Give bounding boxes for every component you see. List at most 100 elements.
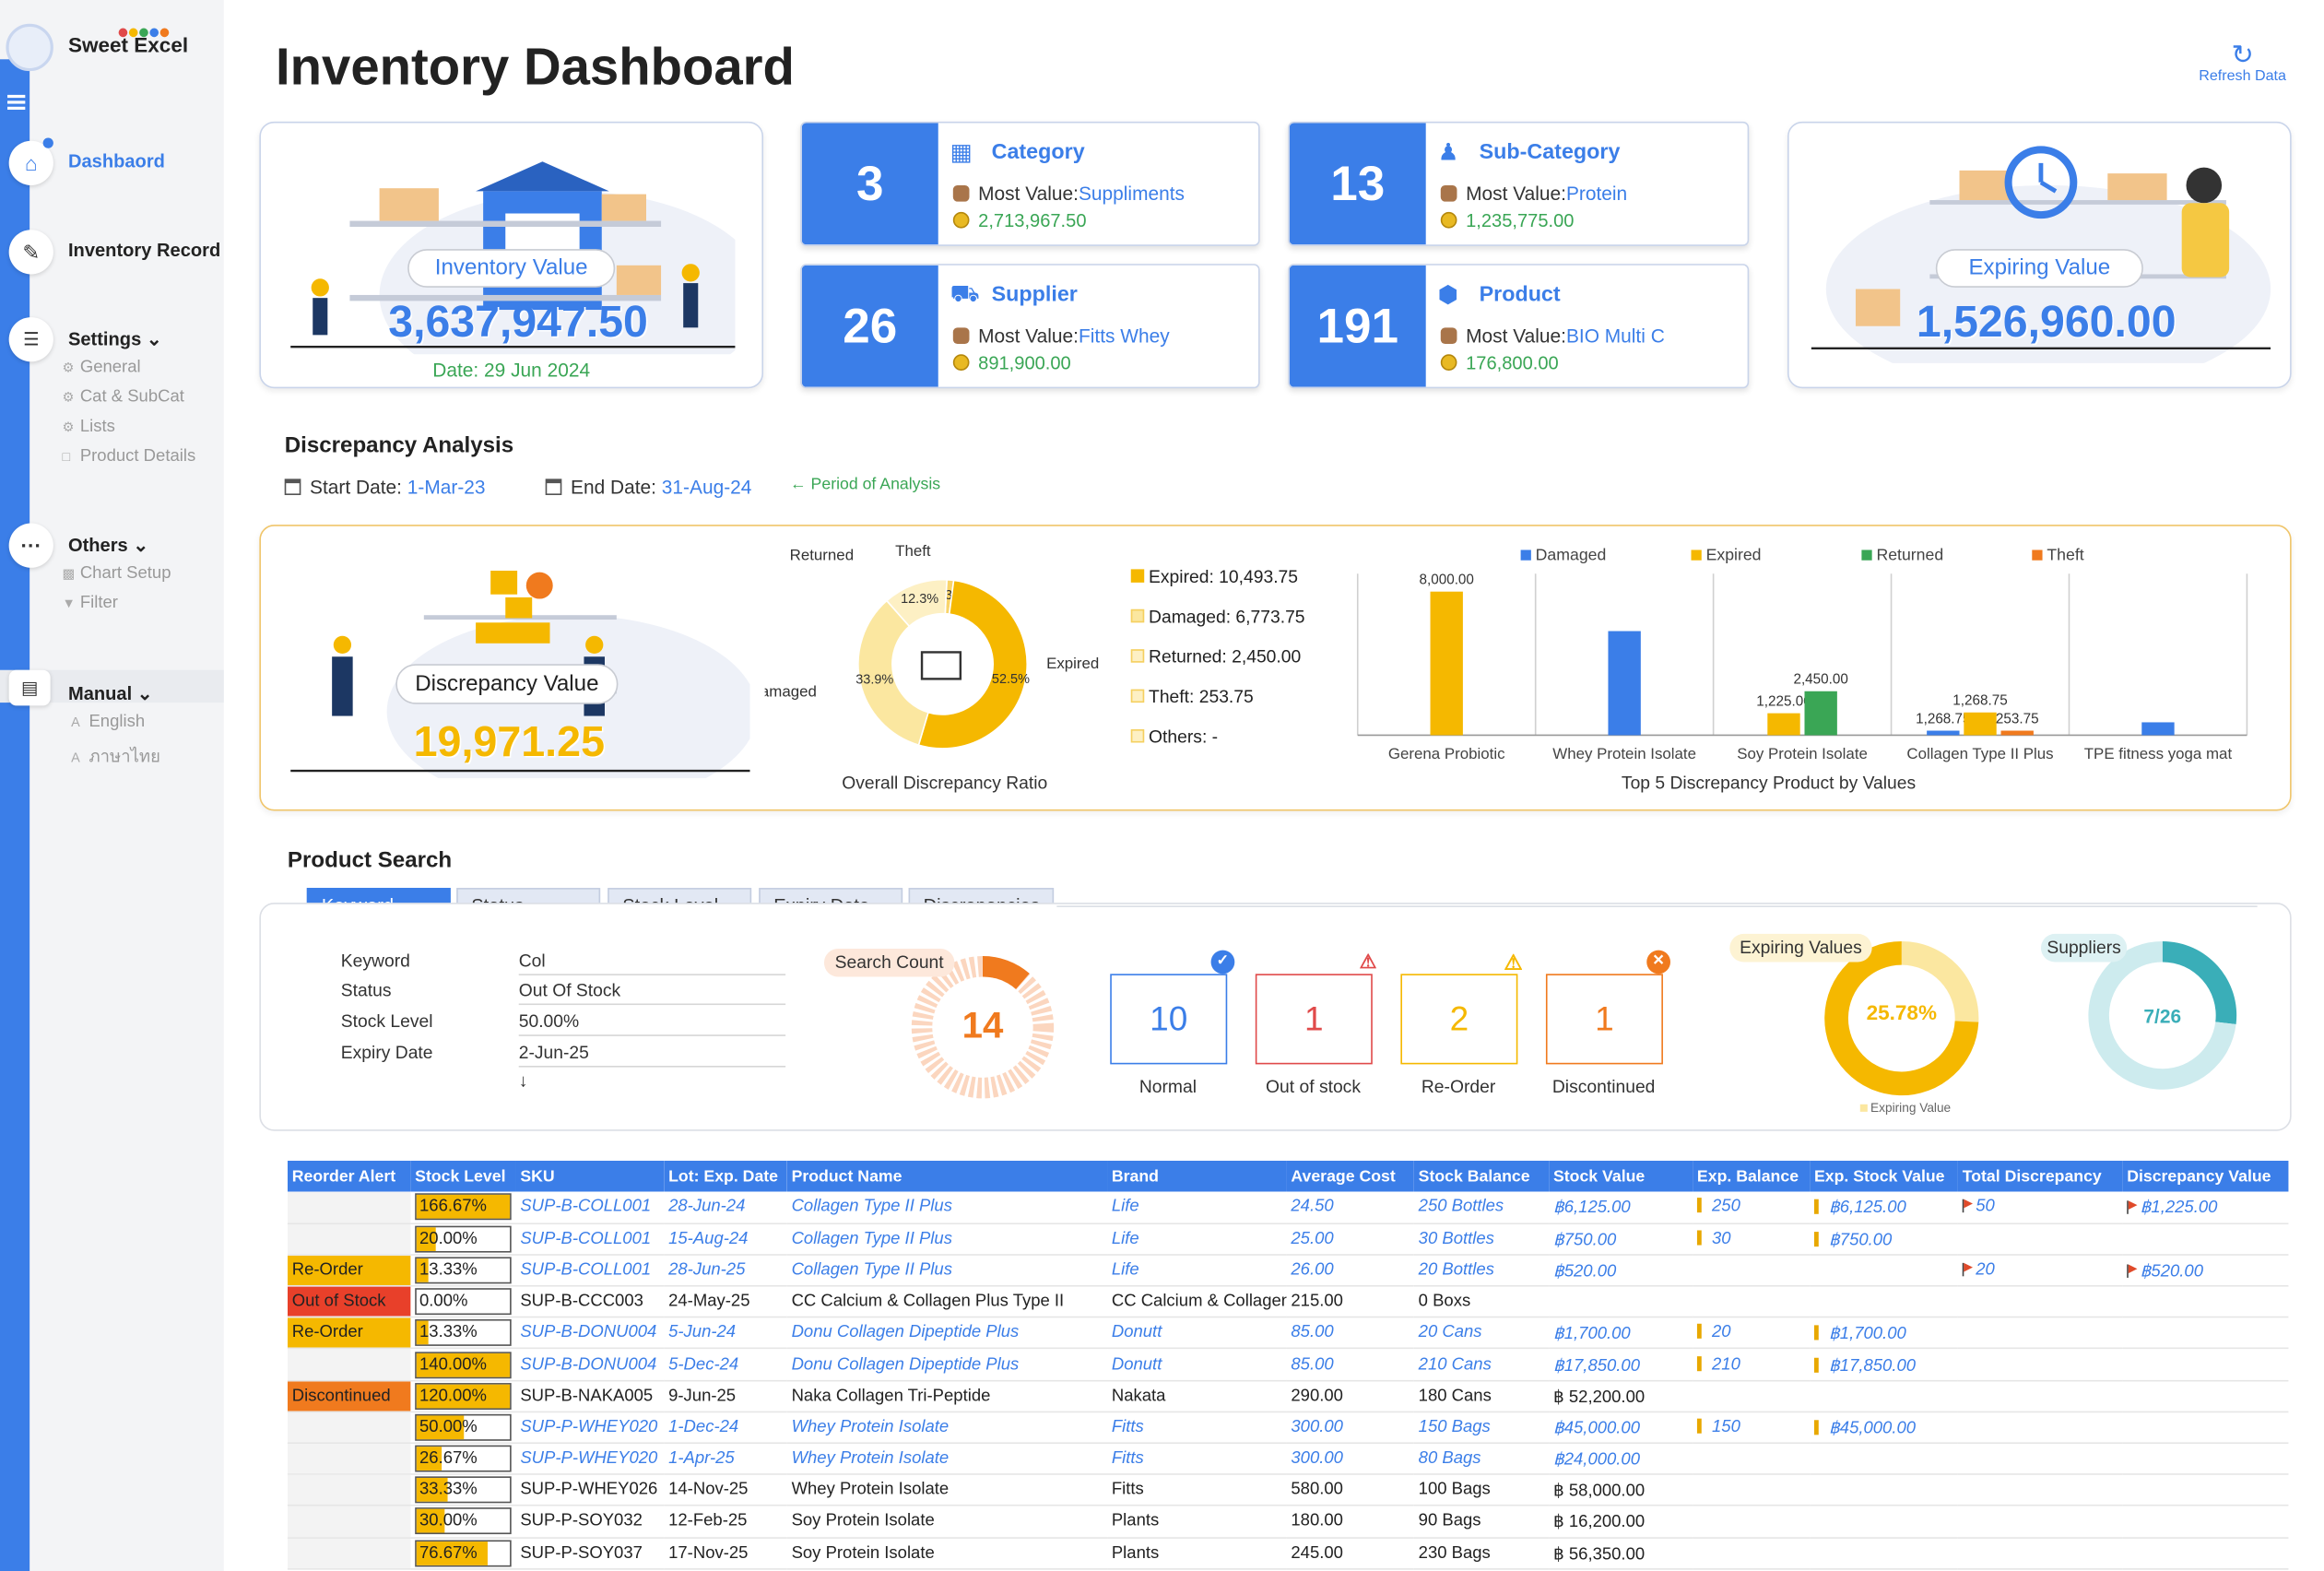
nav-others[interactable]: Others ⌄: [68, 534, 148, 556]
nav-settings[interactable]: Settings ⌄: [68, 327, 162, 350]
period-of-analysis-note: ← Period of Analysis: [789, 476, 941, 494]
end-date: End Date: 31-Aug-24: [545, 476, 752, 499]
cell-total-discrepancy: [1957, 1348, 2123, 1381]
home-icon[interactable]: ⌂: [8, 140, 53, 185]
nav-settings-catsubcat-label: Cat & SubCat: [79, 388, 184, 407]
status-reorder-box[interactable]: 2: [1400, 974, 1518, 1065]
pencil-icon[interactable]: ✎: [8, 230, 53, 275]
product-card[interactable]: 191 ⬢ Product Most Value:BIO Multi C 176…: [1288, 264, 1750, 389]
category-card[interactable]: 3 ▦ Category Most Value:Suppliments 2,71…: [800, 121, 1260, 246]
table-row[interactable]: 26.67% SUP-P-WHEY020 1-Apr-25 Whey Protein …: [287, 1443, 2289, 1476]
col-stock-balance[interactable]: Stock Balance: [1413, 1160, 1550, 1192]
table-row[interactable]: 30.00% SUP-P-SOY032 12-Feb-25 Soy Protein I…: [287, 1506, 2289, 1539]
supplier-card[interactable]: 26 ⛟ Supplier Most Value:Fitts Whey 891,…: [800, 264, 1260, 389]
cell-exp-stock-value: ฿1,700.00: [1810, 1317, 1958, 1350]
field-stock-level-input[interactable]: 50.00%: [518, 1011, 786, 1036]
cell-sku: SUP-B-DONU004: [515, 1317, 665, 1350]
table-row[interactable]: 50.00% SUP-P-WHEY020 1-Dec-24 Whey Protein …: [287, 1412, 2289, 1445]
more-icon[interactable]: ···: [8, 523, 53, 568]
subcategory-card[interactable]: 13 ♟ Sub-Category Most Value:Protein 1,2…: [1288, 121, 1750, 246]
table-row[interactable]: 33.33% SUP-P-WHEY026 14-Nov-25 Whey Protein…: [287, 1474, 2289, 1507]
cell-exp-stock-value: [1810, 1537, 1958, 1570]
nav-others-filter[interactable]: ▼ Filter: [63, 595, 118, 612]
cell-brand: CC Calcium & Collagen: [1107, 1285, 1287, 1318]
status-discontinued-label: Discontinued: [1551, 1076, 1656, 1097]
book-icon[interactable]: ▤: [8, 669, 51, 706]
nav-settings-product-details[interactable]: □ Product Details: [63, 448, 196, 466]
cell-stock-balance: 150 Bags: [1413, 1412, 1550, 1445]
table-row[interactable]: 20.00% SUP-B-COLL001 15-Aug-24 Collagen Typ…: [287, 1223, 2289, 1256]
col-stock-value[interactable]: Stock Value: [1549, 1160, 1693, 1192]
stock-level-bar: 76.67%: [415, 1539, 512, 1566]
subcategory-most-name: Protein: [1565, 182, 1628, 205]
cell-product-name: Soy Protein Isolate: [786, 1506, 1108, 1539]
field-expiry-date-input[interactable]: 2-Jun-25: [518, 1042, 786, 1068]
col-product-name[interactable]: Product Name: [786, 1160, 1108, 1192]
cell-average-cost: 24.50: [1286, 1191, 1414, 1224]
table-row[interactable]: Re-Order 13.33% SUP-B-DONU004 5-Jun-24 Donu …: [287, 1317, 2289, 1350]
nav-settings-lists[interactable]: ⚙ Lists: [63, 418, 115, 435]
refresh-data-button[interactable]: ↻ Refresh Data: [2190, 41, 2295, 85]
sort-arrow-icon[interactable]: ↓: [518, 1069, 528, 1092]
col-stock-level[interactable]: Stock Level: [410, 1160, 516, 1192]
status-normal-label: Normal: [1138, 1076, 1197, 1097]
cell-stock-level: 140.00%: [410, 1348, 516, 1381]
table-row[interactable]: 140.00% SUP-B-DONU004 5-Dec-24 Donu Collage…: [287, 1348, 2289, 1381]
bar-data-label: 2,450.00: [1793, 672, 1847, 688]
legend-swatch: [1130, 608, 1145, 623]
end-date-value[interactable]: 31-Aug-24: [661, 476, 752, 499]
table-row[interactable]: 76.67% SUP-P-SOY037 17-Nov-25 Soy Protein I…: [287, 1537, 2289, 1570]
nav-manual[interactable]: Manual ⌄: [68, 682, 153, 704]
discrepancy-value-label: Discrepancy Value: [395, 664, 619, 704]
sliders-icon[interactable]: ☰: [8, 317, 53, 362]
table-row[interactable]: Re-Order 13.33% SUP-B-COLL001 28-Jun-25 Coll…: [287, 1254, 2289, 1287]
col-brand[interactable]: Brand: [1107, 1160, 1287, 1192]
nav-settings-catsubcat[interactable]: ⚙ Cat & SubCat: [63, 388, 184, 406]
cell-average-cost: 300.00: [1286, 1443, 1414, 1476]
category-most-label: Most Value:: [978, 182, 1079, 205]
col-lot-exp-date[interactable]: Lot: Exp. Date: [664, 1160, 787, 1192]
nav-settings-general[interactable]: ⚙ General: [63, 359, 141, 376]
product-most-label: Most Value:: [1466, 325, 1566, 348]
chevron-down-icon: ⌄: [136, 683, 153, 704]
field-keyword-input[interactable]: Col: [518, 951, 786, 975]
nav-manual-thai[interactable]: A ภาษาไทย: [71, 744, 160, 771]
cell-stock-balance: 30 Bottles: [1413, 1223, 1550, 1256]
cell-reorder-alert: [287, 1348, 411, 1381]
col-exp-balance[interactable]: Exp. Balance: [1693, 1160, 1811, 1192]
col-total-discrepancy[interactable]: Total Discrepancy: [1957, 1160, 2123, 1192]
start-date-value[interactable]: 1-Mar-23: [407, 476, 486, 499]
stock-level-fill: [416, 1258, 430, 1282]
col-exp-stock-value[interactable]: Exp. Stock Value: [1810, 1160, 1958, 1192]
close-icon: ✕: [1646, 950, 1670, 974]
page-title: Inventory Dashboard: [276, 38, 795, 97]
cell-exp-date: 17-Nov-25: [664, 1537, 787, 1570]
field-status-input[interactable]: Out Of Stock: [518, 980, 786, 1006]
cell-reorder-alert: [287, 1474, 411, 1507]
col-discrepancy-value[interactable]: Discrepancy Value: [2122, 1160, 2289, 1192]
status-normal-box[interactable]: 10: [1110, 974, 1228, 1065]
cell-product-name: Collagen Type II Plus: [786, 1223, 1108, 1256]
flag-icon: [2127, 1200, 2138, 1215]
legend-expired: Expired: 10,493.75: [1130, 558, 1305, 597]
refresh-icon: ↻: [2231, 40, 2254, 70]
nav-inventory-record[interactable]: Inventory Record: [67, 240, 221, 261]
status-discontinued-box[interactable]: 1: [1545, 974, 1663, 1065]
table-row[interactable]: 166.67% SUP-B-COLL001 28-Jun-24 Collagen Ty…: [287, 1191, 2289, 1224]
table-row[interactable]: Out of Stock 0.00% SUP-B-CCC003 24-May-25 CC…: [287, 1285, 2289, 1318]
col-reorder-alert[interactable]: Reorder Alert: [287, 1160, 411, 1192]
legend-swatch: [1861, 549, 1872, 561]
nav-manual-english[interactable]: A English: [71, 713, 145, 730]
nav-dashboard[interactable]: Dashbaord: [67, 150, 165, 172]
nav-others-chart-setup[interactable]: ▩ Chart Setup: [63, 565, 171, 583]
col-average-cost[interactable]: Average Cost: [1286, 1160, 1414, 1192]
warning-icon: ⚠: [1504, 950, 1523, 974]
status-out-of-stock-box[interactable]: 1: [1255, 974, 1373, 1065]
cell-brand: Fitts: [1107, 1412, 1287, 1445]
product-most-value: Most Value:BIO Multi C: [1440, 325, 1665, 348]
cell-average-cost: 85.00: [1286, 1317, 1414, 1350]
col-sku[interactable]: SKU: [515, 1160, 665, 1192]
table-row[interactable]: Discontinued 120.00% SUP-B-NAKA005 9-Jun-25…: [287, 1380, 2289, 1412]
cell-product-name: Donu Collagen Dipeptide Plus: [786, 1348, 1108, 1381]
hamburger-icon[interactable]: [7, 94, 26, 110]
